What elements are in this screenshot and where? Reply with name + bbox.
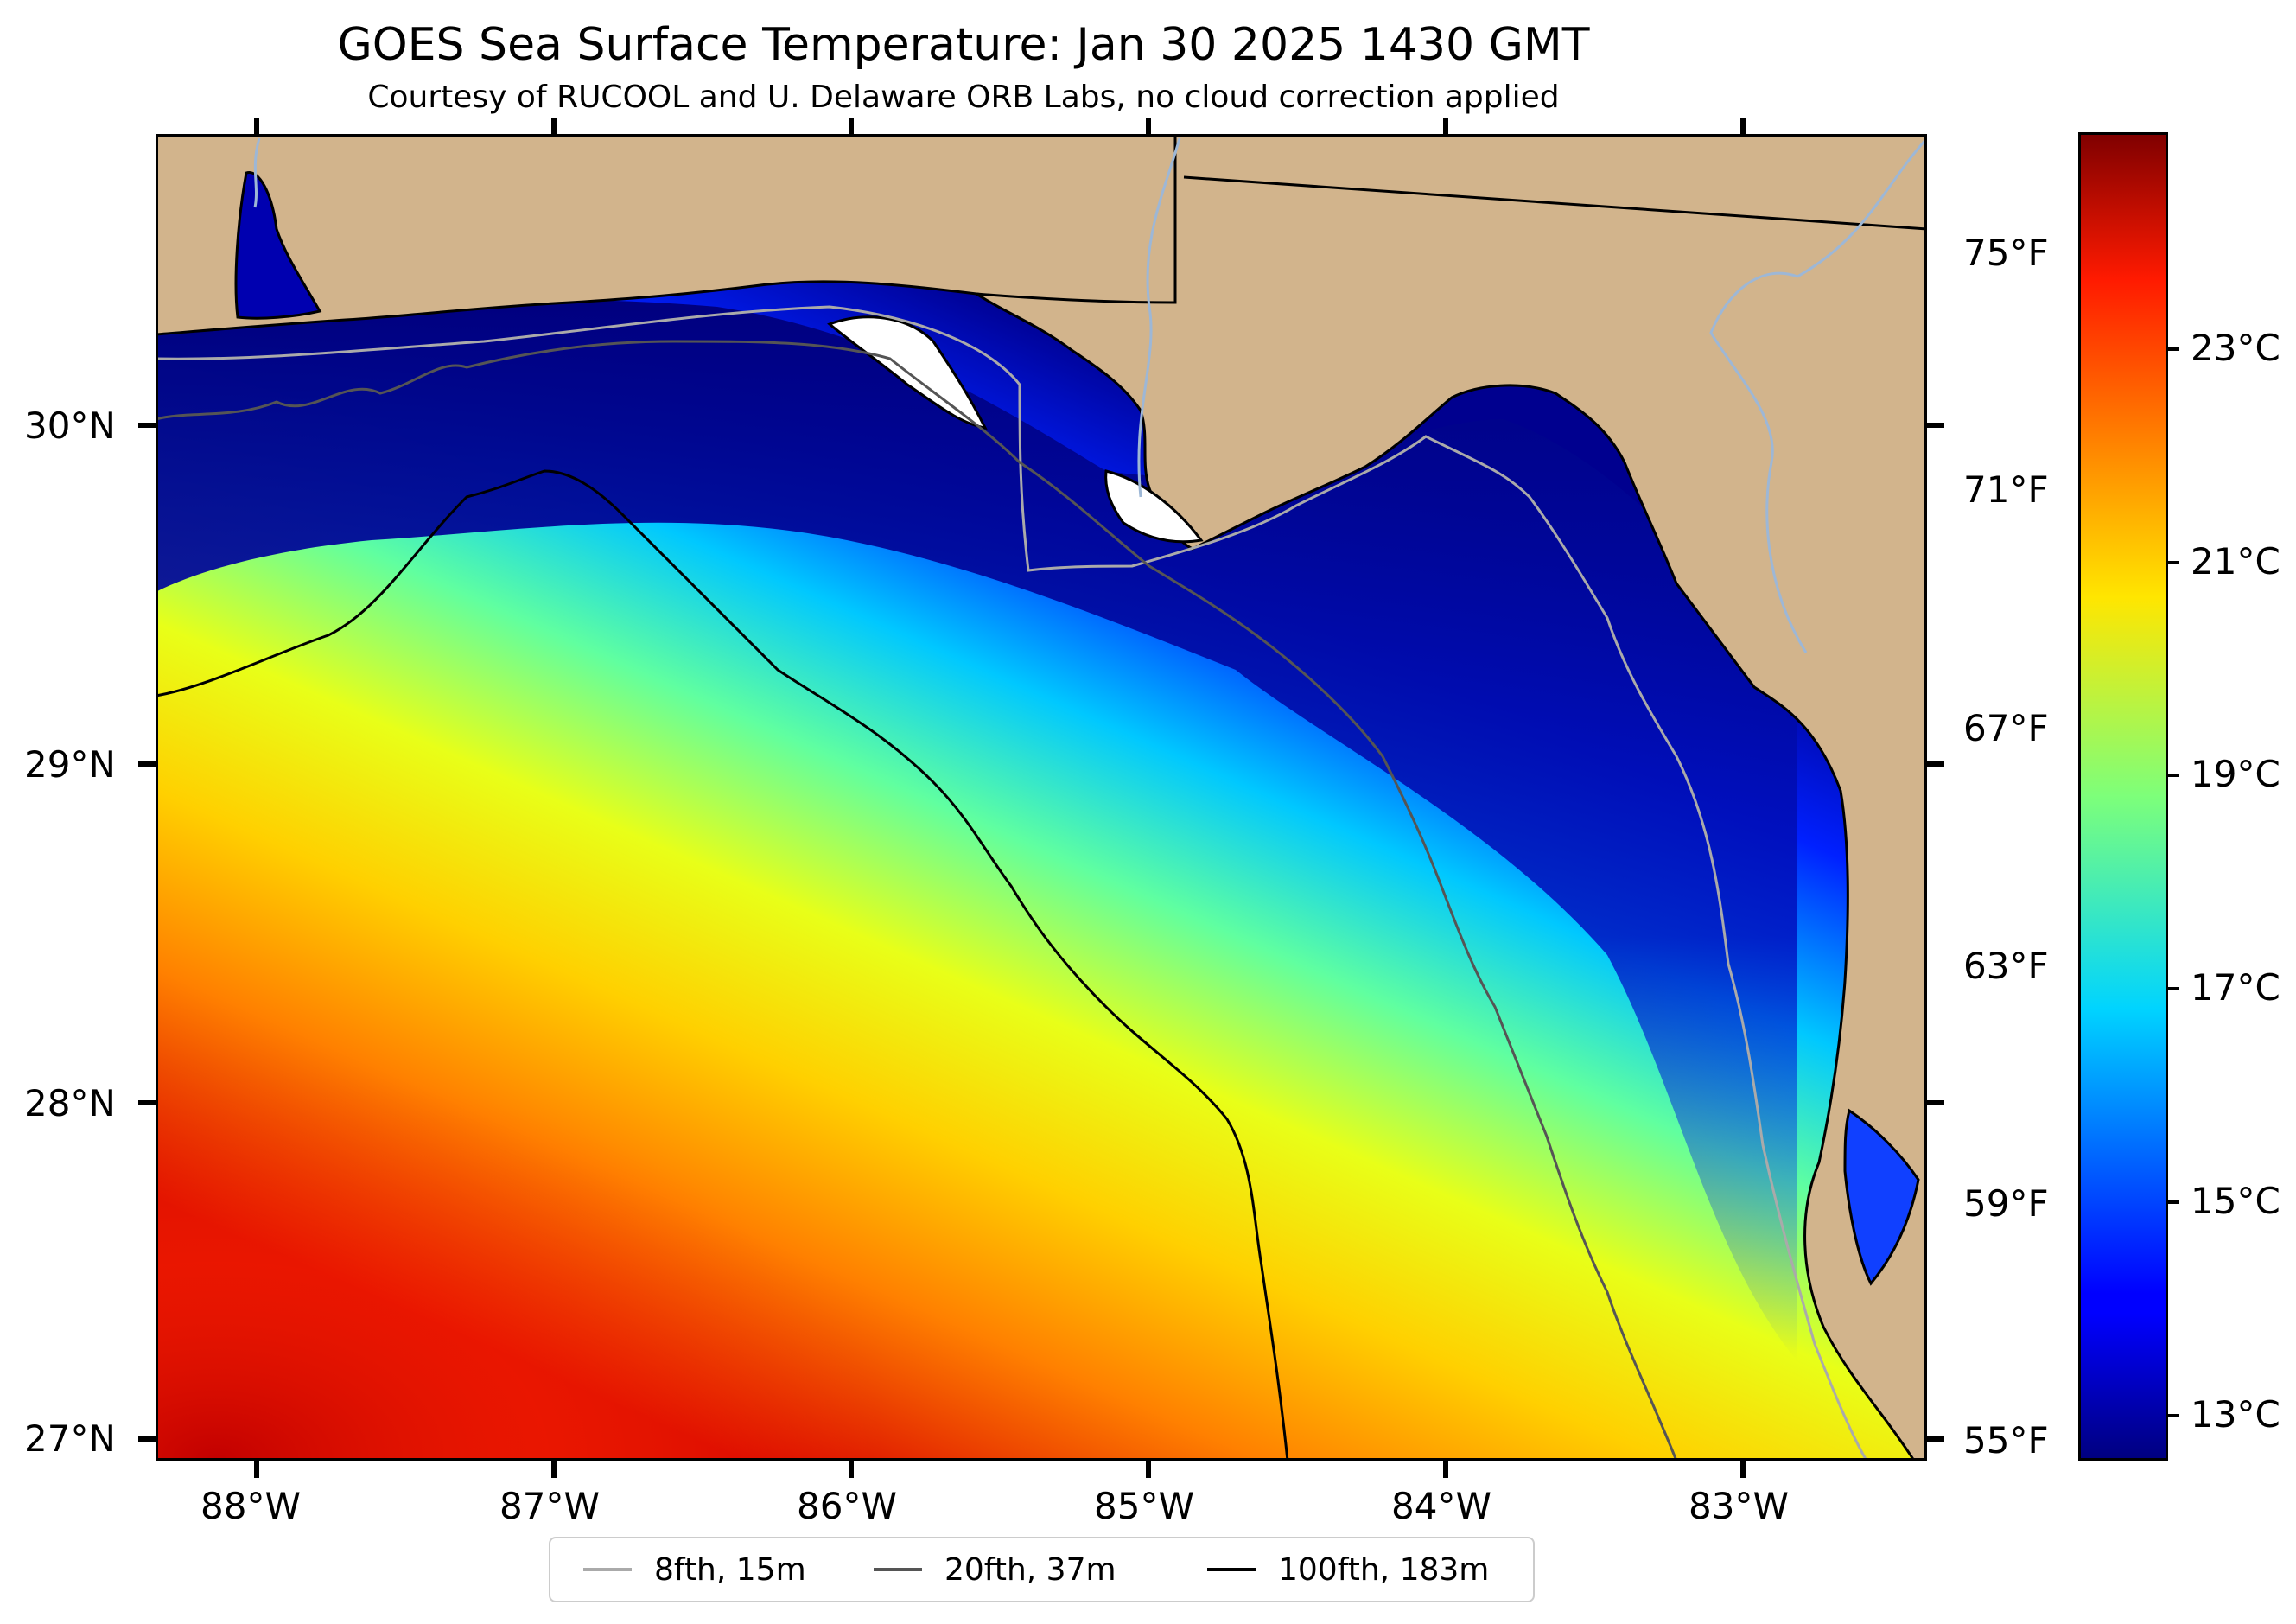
lon-label: 85°W	[1094, 1485, 1194, 1527]
lat-label: 28°N	[24, 1082, 116, 1124]
tick-mark	[1146, 118, 1151, 135]
tick-mark	[1927, 761, 1944, 767]
celsius-label: 17°C	[2191, 966, 2280, 1009]
map-frame	[156, 134, 1927, 1461]
legend-label: 100fth, 183m	[1278, 1551, 1490, 1588]
celsius-label: 21°C	[2191, 540, 2280, 583]
legend-swatch-8fth	[583, 1568, 632, 1571]
legend-item: 100fth, 183m	[1207, 1538, 1489, 1601]
legend-swatch-100fth	[1207, 1568, 1256, 1571]
mobile-bay	[234, 171, 322, 320]
tick-mark	[254, 118, 259, 135]
sst-map	[156, 134, 1927, 1461]
tick-mark	[1927, 423, 1944, 428]
colorbar	[2078, 132, 2168, 1461]
tampa-bay	[1843, 1108, 1920, 1286]
tick-mark	[551, 118, 557, 135]
legend-label: 20fth, 37m	[944, 1551, 1116, 1588]
tick-mark	[551, 1461, 557, 1478]
legend-swatch-20fth	[874, 1568, 922, 1571]
colorbar-tick	[2167, 561, 2179, 564]
tick-mark	[1927, 1100, 1944, 1105]
legend-label: 8fth, 15m	[654, 1551, 806, 1588]
lon-label: 88°W	[200, 1485, 301, 1527]
celsius-label: 19°C	[2191, 753, 2280, 795]
tick-mark	[1740, 118, 1746, 135]
lat-label: 27°N	[24, 1417, 116, 1460]
celsius-label: 15°C	[2191, 1180, 2280, 1222]
colorbar-tick	[2167, 774, 2179, 777]
lat-label: 29°N	[24, 743, 116, 786]
lon-label: 84°W	[1391, 1485, 1491, 1527]
tick-mark	[849, 1461, 854, 1478]
contour-100fth	[156, 469, 1289, 1461]
tick-mark	[849, 118, 854, 135]
tick-mark	[138, 761, 156, 767]
tick-mark	[1740, 1461, 1746, 1478]
contour-legend: 8fth, 15m 20fth, 37m 100fth, 183m	[549, 1537, 1535, 1602]
state-boundary	[1183, 175, 1927, 231]
tick-mark	[138, 1436, 156, 1442]
map-title: GOES Sea Surface Temperature: Jan 30 202…	[337, 19, 1590, 71]
celsius-label: 13°C	[2191, 1393, 2280, 1436]
fahrenheit-label: 75°F	[1963, 232, 2049, 274]
fahrenheit-label: 59°F	[1963, 1182, 2049, 1225]
fahrenheit-label: 71°F	[1963, 468, 2049, 511]
map-subtitle: Courtesy of RUCOOL and U. Delaware ORB L…	[367, 80, 1560, 115]
tick-mark	[138, 423, 156, 428]
apalachee-bay-shore	[1104, 469, 1204, 544]
lon-label: 83°W	[1689, 1485, 1789, 1527]
lon-label: 86°W	[797, 1485, 897, 1527]
colorbar-tick	[2167, 987, 2179, 990]
contour-8fth	[156, 305, 1868, 1461]
river-west	[253, 137, 261, 208]
tick-mark	[1146, 1461, 1151, 1478]
fahrenheit-label: 55°F	[1963, 1419, 2049, 1462]
tick-mark	[1443, 118, 1448, 135]
tick-mark	[138, 1100, 156, 1105]
contour-20fth	[156, 340, 1678, 1461]
lat-label: 30°N	[24, 404, 116, 447]
river-apalachicola	[1137, 137, 1181, 498]
land-big-bend	[976, 134, 1927, 1461]
colorbar-tick	[2167, 1414, 2179, 1417]
fahrenheit-label: 67°F	[1963, 707, 2049, 749]
legend-item: 20fth, 37m	[874, 1538, 1116, 1601]
legend-item: 8fth, 15m	[583, 1538, 806, 1601]
colorbar-tick	[2167, 1200, 2179, 1204]
warm-water-patch	[156, 739, 1365, 1461]
river-suwannee	[1709, 137, 1927, 653]
tick-mark	[254, 1461, 259, 1478]
lon-label: 87°W	[499, 1485, 600, 1527]
celsius-label: 23°C	[2191, 327, 2280, 369]
tick-mark	[1927, 1436, 1944, 1442]
colorbar-gradient	[2078, 132, 2168, 1461]
cold-shelf-water	[156, 299, 1797, 1362]
tick-mark	[1443, 1461, 1448, 1478]
colorbar-tick	[2167, 347, 2179, 351]
fahrenheit-label: 63°F	[1963, 945, 2049, 987]
